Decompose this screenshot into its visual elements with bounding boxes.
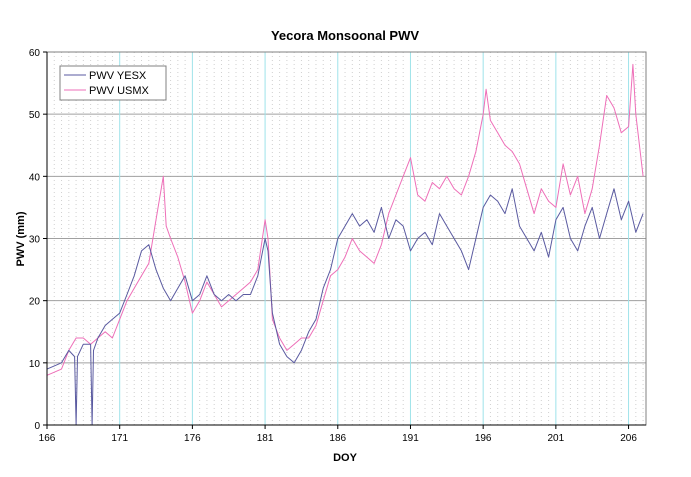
y-axis-title: PWV (mm) [15,211,27,266]
y-tick-label: 20 [29,297,41,308]
tick-labels: 166 171 176 181 186 191 196 201 206 0 10 20 30 40 50 60 [29,48,637,444]
y-tick-label: 0 [34,421,40,432]
x-axis-title: DOY [333,452,358,464]
y-tick-label: 10 [29,359,41,370]
x-tick-label: 171 [111,433,128,444]
series-line-pwv-yesx [46,188,644,426]
legend: PWV YESX PWV USMX [59,65,167,101]
x-tick-label: 201 [548,433,565,444]
y-tick-label: 40 [29,172,41,183]
x-tick-label: 186 [329,433,346,444]
legend-label-usmx: PWV USMX [89,85,150,97]
y-tick-label: 50 [29,110,41,121]
x-tick-label: 166 [39,433,56,444]
series-layer [46,63,644,426]
y-tick-label: 30 [29,235,41,246]
series-line-pwv-usmx [46,63,644,376]
x-tick-label: 206 [620,433,637,444]
legend-label-yesx: PWV YESX [89,70,147,82]
x-tick-label: 181 [257,433,274,444]
grid [47,51,646,425]
chart-title: Yecora Monsoonal PWV [271,28,419,43]
legend-box [59,65,167,101]
y-tick-label: 60 [29,48,41,59]
x-tick-label: 191 [402,433,419,444]
x-tick-label: 176 [184,433,201,444]
x-tick-label: 196 [475,433,492,444]
